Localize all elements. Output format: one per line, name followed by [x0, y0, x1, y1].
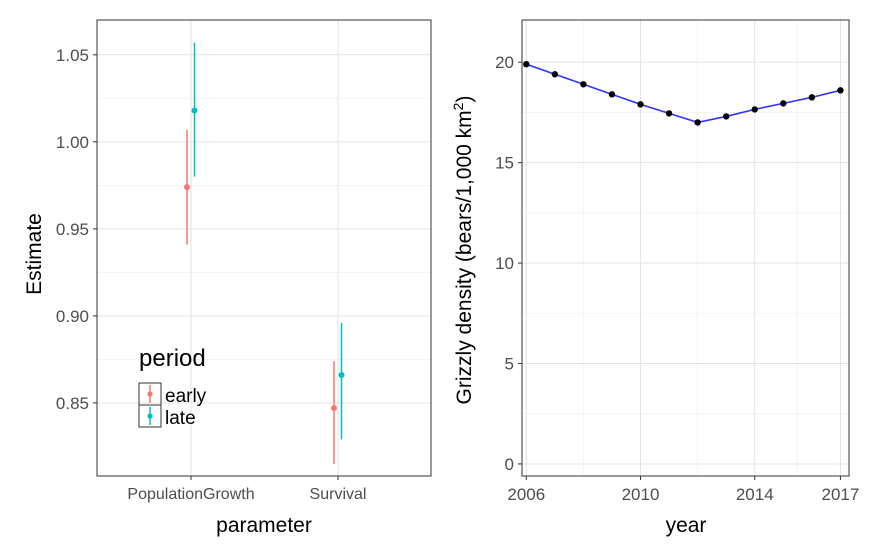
left-y-axis-label: Estimate [23, 213, 46, 295]
right-y-axis-label: Grizzly density (bears/1,000 km2) [450, 96, 476, 405]
legend-title: period [139, 345, 206, 372]
right-y-ticks: 0 5 10 15 20 [495, 53, 522, 474]
left-point-ranges [184, 42, 345, 464]
density-point [808, 94, 816, 101]
density-point [665, 110, 673, 117]
density-panel: 0 5 10 15 20 2006 2010 2014 2017 Grizzly densit… [450, 19, 859, 537]
left-y-tick-label: 0.90 [56, 307, 89, 326]
left-x-axis-label: parameter [216, 514, 312, 537]
legend-label-late: late [165, 408, 196, 429]
right-x-ticks: 2006 2010 2014 2017 [507, 476, 859, 504]
point-early [184, 184, 190, 191]
density-point [722, 113, 730, 120]
legend-key-late-point [147, 413, 153, 419]
right-line-series [523, 60, 844, 126]
point-late [191, 107, 198, 114]
left-y-tick-label: 0.85 [56, 394, 89, 413]
density-point [608, 91, 616, 98]
legend: period early late [138, 345, 207, 429]
right-gridlines [522, 20, 849, 476]
left-gridlines [97, 20, 431, 476]
density-point [523, 60, 530, 68]
density-point [551, 71, 559, 78]
right-x-tick-label: 2010 [622, 485, 660, 504]
density-point [580, 81, 587, 88]
point-late [338, 372, 345, 379]
legend-key-early-point [147, 391, 153, 397]
estimate-panel: 0.85 0.90 0.95 1.00 1.05 PopulationGrowth Sur… [23, 19, 432, 537]
right-y-tick-label: 0 [505, 455, 514, 474]
right-x-tick-label: 2017 [822, 485, 860, 504]
density-point [780, 100, 787, 107]
left-panel-border [96, 19, 432, 477]
left-y-tick-label: 1.05 [56, 46, 89, 65]
density-point [637, 101, 644, 108]
density-line [526, 63, 841, 124]
right-y-tick-label: 5 [505, 355, 514, 374]
right-y-tick-label: 20 [495, 53, 514, 72]
left-y-tick-label: 1.00 [56, 133, 89, 152]
right-x-tick-label: 2014 [736, 485, 774, 504]
density-point [694, 119, 701, 126]
left-y-ticks: 0.85 0.90 0.95 1.00 1.05 [56, 46, 97, 413]
left-x-ticks: PopulationGrowth Survival [127, 476, 366, 503]
right-x-tick-label: 2006 [507, 485, 545, 504]
density-point [837, 87, 844, 94]
right-y-tick-label: 15 [495, 154, 514, 173]
right-panel-border [521, 19, 850, 477]
density-point [751, 106, 758, 113]
left-x-tick-label: PopulationGrowth [127, 486, 254, 503]
left-x-tick-label: Survival [310, 486, 367, 503]
point-early [331, 405, 337, 412]
legend-key-late [138, 404, 162, 428]
legend-label-early: early [165, 386, 207, 407]
right-x-axis-label: year [666, 514, 707, 537]
right-y-tick-label: 10 [495, 254, 514, 273]
left-y-tick-label: 0.95 [56, 220, 89, 239]
